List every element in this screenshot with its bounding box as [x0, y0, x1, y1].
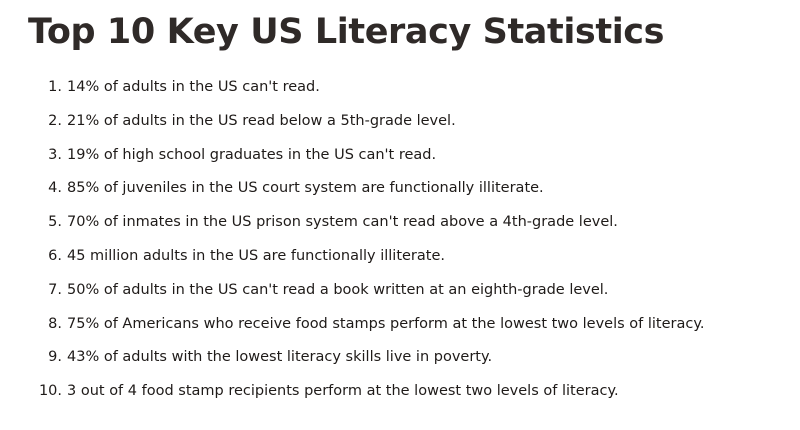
- list-item-number: 5.: [48, 214, 62, 231]
- list-item-number: 2.: [48, 112, 62, 129]
- list-item-text: 14% of adults in the US can't read.: [67, 79, 320, 95]
- list-item-number: 1.: [48, 79, 62, 95]
- list-item-text: 70% of inmates in the US prison system c…: [67, 214, 618, 231]
- list-item: 4. 85% of juveniles in the US court syst…: [0, 172, 800, 206]
- list-item-text: 75% of Americans who receive food stamps…: [67, 315, 705, 332]
- list-item-text: 3 out of 4 food stamp recipients perform…: [67, 383, 619, 400]
- list-item: 7. 50% of adults in the US can't read a …: [0, 274, 800, 308]
- list-item-text: 50% of adults in the US can't read a boo…: [67, 281, 609, 298]
- list-item-number: 6.: [48, 247, 62, 264]
- list-item: 3. 19% of high school graduates in the U…: [0, 139, 800, 173]
- list-item-number: 10.: [38, 383, 62, 400]
- list-item: 5. 70% of inmates in the US prison syste…: [0, 206, 800, 240]
- list-item: 10. 3 out of 4 food stamp recipients per…: [0, 375, 800, 409]
- list-item: 1. 14% of adults in the US can't read.: [0, 71, 800, 105]
- list-item-text: 19% of high school graduates in the US c…: [67, 146, 437, 163]
- list-item-text: 21% of adults in the US read below a 5th…: [67, 112, 456, 129]
- list-item-text: 45 million adults in the US are function…: [67, 247, 445, 264]
- list-item-number: 9.: [48, 349, 62, 366]
- list-item: 2. 21% of adults in the US read below a …: [0, 105, 800, 139]
- list-item: 8. 75% of Americans who receive food sta…: [0, 308, 800, 342]
- list-item: 9. 43% of adults with the lowest literac…: [0, 341, 800, 375]
- statistics-list: 1. 14% of adults in the US can't read. 2…: [0, 71, 800, 409]
- list-item-number: 7.: [48, 281, 62, 298]
- list-item-text: 43% of adults with the lowest literacy s…: [67, 349, 493, 366]
- list-item: 6. 45 million adults in the US are funct…: [0, 240, 800, 274]
- list-item-number: 8.: [48, 315, 62, 332]
- page-title: Top 10 Key US Literacy Statistics: [28, 12, 665, 52]
- list-item-text: 85% of juveniles in the US court system …: [67, 180, 544, 197]
- list-item-number: 3.: [48, 146, 62, 163]
- list-item-number: 4.: [48, 180, 62, 197]
